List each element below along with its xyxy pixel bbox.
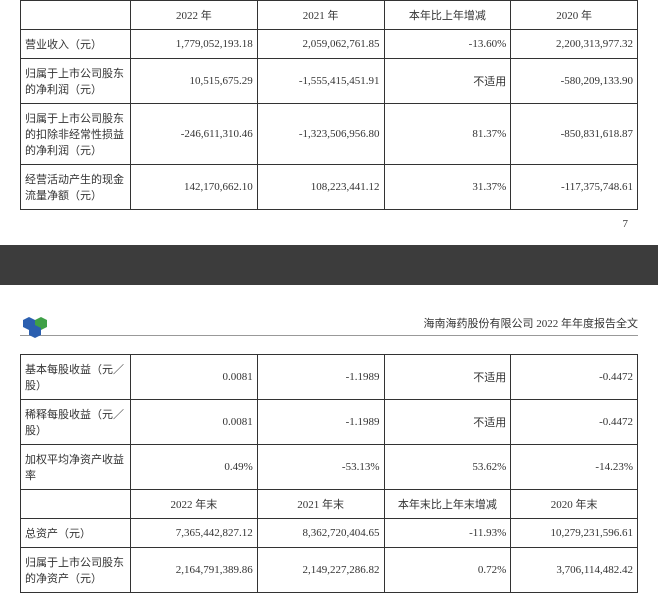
cell: 142,170,662.10 bbox=[131, 165, 258, 210]
cell: 2,149,227,286.82 bbox=[257, 548, 384, 593]
cell: -14.23% bbox=[511, 445, 638, 490]
row-label: 基本每股收益（元／股） bbox=[21, 355, 131, 400]
row-label: 经营活动产生的现金流量净额（元） bbox=[21, 165, 131, 210]
table-header-row: 2022 年末 2021 年末 本年末比上年末增减 2020 年末 bbox=[21, 490, 638, 519]
table-row: 稀释每股收益（元／股） 0.0081 -1.1989 不适用 -0.4472 bbox=[21, 400, 638, 445]
col-header: 本年比上年增减 bbox=[384, 1, 511, 30]
col-header: 2020 年末 bbox=[511, 490, 638, 519]
cell: 2,200,313,977.32 bbox=[511, 30, 638, 59]
cell: 2,059,062,761.85 bbox=[257, 30, 384, 59]
cell: 不适用 bbox=[384, 400, 511, 445]
page-1: 2022 年 2021 年 本年比上年增减 2020 年 营业收入（元） 1,7… bbox=[0, 0, 658, 245]
cell: 0.49% bbox=[131, 445, 258, 490]
cell: 不适用 bbox=[384, 355, 511, 400]
col-header: 2022 年 bbox=[131, 1, 258, 30]
col-header: 2021 年末 bbox=[257, 490, 384, 519]
cell: 2,164,791,389.86 bbox=[131, 548, 258, 593]
cell: 3,706,114,482.42 bbox=[511, 548, 638, 593]
col-header: 2021 年 bbox=[257, 1, 384, 30]
cell: -0.4472 bbox=[511, 400, 638, 445]
page-number: 7 bbox=[20, 210, 638, 235]
cell: 108,223,441.12 bbox=[257, 165, 384, 210]
col-header bbox=[21, 490, 131, 519]
row-label: 稀释每股收益（元／股） bbox=[21, 400, 131, 445]
table-row: 归属于上市公司股东的净利润（元） 10,515,675.29 -1,555,41… bbox=[21, 59, 638, 104]
row-label: 总资产（元） bbox=[21, 519, 131, 548]
table-row: 归属于上市公司股东的扣除非经常性损益的净利润（元） -246,611,310.4… bbox=[21, 104, 638, 165]
table-row: 归属于上市公司股东的净资产（元） 2,164,791,389.86 2,149,… bbox=[21, 548, 638, 593]
cell: 10,515,675.29 bbox=[131, 59, 258, 104]
col-header: 2020 年 bbox=[511, 1, 638, 30]
cell: 10,279,231,596.61 bbox=[511, 519, 638, 548]
cell: -13.60% bbox=[384, 30, 511, 59]
document-title: 海南海药股份有限公司 2022 年年度报告全文 bbox=[20, 315, 638, 336]
cell: 0.0081 bbox=[131, 400, 258, 445]
col-header: 本年末比上年末增减 bbox=[384, 490, 511, 519]
cell: -580,209,133.90 bbox=[511, 59, 638, 104]
row-label: 归属于上市公司股东的净利润（元） bbox=[21, 59, 131, 104]
table-row: 营业收入（元） 1,779,052,193.18 2,059,062,761.8… bbox=[21, 30, 638, 59]
cell: -1,323,506,956.80 bbox=[257, 104, 384, 165]
table-row: 经营活动产生的现金流量净额（元） 142,170,662.10 108,223,… bbox=[21, 165, 638, 210]
table-row: 基本每股收益（元／股） 0.0081 -1.1989 不适用 -0.4472 bbox=[21, 355, 638, 400]
cell: 53.62% bbox=[384, 445, 511, 490]
header-text: 海南海药股份有限公司 2022 年年度报告全文 bbox=[424, 318, 639, 330]
col-header: 2022 年末 bbox=[131, 490, 258, 519]
row-label: 归属于上市公司股东的扣除非经常性损益的净利润（元） bbox=[21, 104, 131, 165]
cell: -850,831,618.87 bbox=[511, 104, 638, 165]
col-header bbox=[21, 1, 131, 30]
cell: 不适用 bbox=[384, 59, 511, 104]
row-label: 归属于上市公司股东的净资产（元） bbox=[21, 548, 131, 593]
cell: 81.37% bbox=[384, 104, 511, 165]
row-label: 加权平均净资产收益率 bbox=[21, 445, 131, 490]
cell: -246,611,310.46 bbox=[131, 104, 258, 165]
cell: 1,779,052,193.18 bbox=[131, 30, 258, 59]
cell: 0.72% bbox=[384, 548, 511, 593]
cell: -1.1989 bbox=[257, 355, 384, 400]
financial-table-1: 2022 年 2021 年 本年比上年增减 2020 年 营业收入（元） 1,7… bbox=[20, 0, 638, 210]
row-label: 营业收入（元） bbox=[21, 30, 131, 59]
cell: -1.1989 bbox=[257, 400, 384, 445]
cell: 0.0081 bbox=[131, 355, 258, 400]
hexagon-logo-icon bbox=[20, 315, 56, 339]
cell: 7,365,442,827.12 bbox=[131, 519, 258, 548]
page-2: 海南海药股份有限公司 2022 年年度报告全文 基本每股收益（元／股） 0.00… bbox=[0, 285, 658, 603]
table-header-row: 2022 年 2021 年 本年比上年增减 2020 年 bbox=[21, 1, 638, 30]
cell: -117,375,748.61 bbox=[511, 165, 638, 210]
table-row: 加权平均净资产收益率 0.49% -53.13% 53.62% -14.23% bbox=[21, 445, 638, 490]
cell: -53.13% bbox=[257, 445, 384, 490]
financial-table-2: 基本每股收益（元／股） 0.0081 -1.1989 不适用 -0.4472 稀… bbox=[20, 354, 638, 593]
cell: -0.4472 bbox=[511, 355, 638, 400]
document-header: 海南海药股份有限公司 2022 年年度报告全文 bbox=[20, 315, 638, 342]
cell: -11.93% bbox=[384, 519, 511, 548]
table-row: 总资产（元） 7,365,442,827.12 8,362,720,404.65… bbox=[21, 519, 638, 548]
page-gap bbox=[0, 245, 658, 285]
cell: 31.37% bbox=[384, 165, 511, 210]
cell: 8,362,720,404.65 bbox=[257, 519, 384, 548]
cell: -1,555,415,451.91 bbox=[257, 59, 384, 104]
